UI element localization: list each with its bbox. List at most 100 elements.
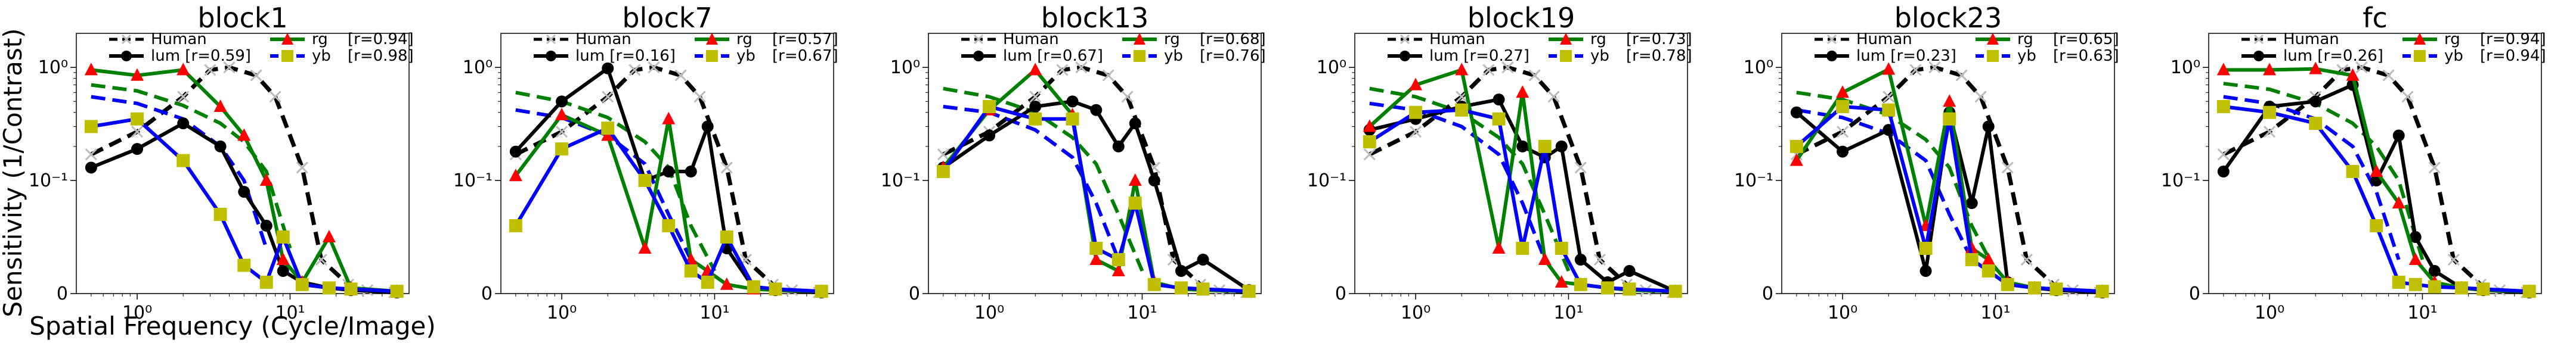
y-tick-label: 0 [909, 283, 920, 304]
yb-point [2049, 282, 2063, 296]
lum-point [2428, 265, 2441, 277]
yb-point [1789, 139, 1803, 153]
legend-yb-label: yb [2444, 47, 2463, 65]
human-point [85, 148, 97, 161]
lum-point [1623, 265, 1636, 277]
yb-point [1029, 112, 1042, 126]
legend-rg-marker [1560, 33, 1572, 45]
yb-point [1919, 242, 1933, 255]
yb-point [276, 230, 290, 244]
yb-point [1128, 197, 1142, 210]
x-tick-label: 10⁰ [1828, 303, 1857, 323]
rg-point [1555, 275, 1568, 288]
rg-point [662, 111, 676, 124]
chart-title: fc [2363, 2, 2388, 34]
yb-point [1538, 139, 1552, 153]
legend-yb-r: [r=0.94] [2480, 47, 2546, 65]
legend-rg-r: [r=0.94] [2480, 30, 2546, 48]
yb-point [84, 120, 98, 133]
y-tick-label: 10⁰ [1317, 57, 1346, 78]
yb-point [1492, 112, 1506, 126]
lum-point [602, 62, 614, 74]
x-tick-label: 10⁰ [2255, 303, 2284, 323]
lum-point [1493, 93, 1505, 106]
legend-lum-marker [121, 51, 132, 61]
human-point [223, 61, 236, 74]
human-point [602, 91, 614, 103]
yb-point [1409, 105, 1423, 119]
human-point [2382, 69, 2395, 82]
x-tick-label: 10⁰ [1401, 303, 1431, 323]
lum-point [685, 166, 697, 178]
rg-point [1089, 252, 1103, 266]
lum-point [556, 95, 568, 108]
human-point [2428, 161, 2441, 174]
y-tick-label: 10⁰ [2171, 57, 2200, 78]
yb-point [1174, 281, 1188, 295]
rg-point [509, 169, 522, 182]
legend-human-label: Human [1003, 30, 1059, 48]
legend-lum-marker [1400, 51, 1410, 61]
legend-rg-r: [r=0.68] [1200, 30, 1266, 48]
y-axis-label: Sensitivity (1/Contrast) [0, 28, 27, 317]
yb-fit-line [2223, 95, 2401, 260]
legend-human-label: Human [151, 30, 207, 48]
rg-point [1029, 63, 1042, 76]
x-axis-label: Spatial Frequency (Cycle/Image) [29, 311, 436, 341]
lum-point [1029, 101, 1042, 113]
yb-point [1196, 282, 1210, 296]
yb-point [2095, 285, 2109, 298]
yb-point [2309, 117, 2323, 130]
lum-point [131, 143, 144, 155]
plot-frame [500, 33, 834, 294]
yb-point [131, 112, 144, 126]
legend-human-label: Human [1856, 30, 1912, 48]
yb-fit-line [943, 105, 1120, 261]
human-point [2447, 253, 2460, 266]
legend-lum-label: lum [r=0.26] [2283, 47, 2383, 65]
yb-point [2408, 277, 2422, 291]
legend-yb-r: [r=0.98] [348, 47, 414, 65]
human-point [2001, 161, 2014, 174]
legend-rg-label: rg [1590, 30, 1606, 48]
yb-point [2522, 285, 2536, 298]
legend-rg-marker [1134, 33, 1145, 45]
lum-point [2392, 129, 2405, 142]
yb-point [1066, 112, 1079, 126]
human-point [1974, 91, 1987, 103]
yb-point [1516, 242, 1530, 255]
yb-point [555, 142, 569, 156]
yb-point [1147, 277, 1161, 291]
lum-point [983, 129, 996, 142]
yb-point [1242, 285, 1256, 298]
human-point [674, 69, 687, 82]
yb-point [2476, 282, 2490, 296]
lum-point [1574, 254, 1587, 266]
yb-point [390, 285, 404, 298]
yb-point [1089, 242, 1103, 255]
rg-point [720, 277, 733, 290]
lum-point [1175, 265, 1187, 277]
legend-yb-label: yb [1590, 47, 1609, 65]
yb-point [720, 230, 733, 244]
y-tick-label: 0 [481, 283, 493, 304]
legend-rg-marker [706, 33, 718, 45]
yb-point [2001, 277, 2014, 291]
yb-point [815, 285, 828, 298]
legend-lum-marker [546, 51, 556, 61]
human-point [1593, 253, 1606, 266]
rg-fit-line [2223, 82, 2425, 260]
human-point [204, 64, 216, 76]
yb-point [322, 281, 336, 295]
yb-point [259, 276, 273, 289]
legend-yb-r: [r=0.63] [2053, 47, 2119, 65]
yb-point [2346, 165, 2360, 179]
rg-fit-line [943, 86, 1144, 272]
rg-point [1538, 252, 1552, 266]
rg-point [555, 107, 569, 120]
lum-point [2309, 95, 2322, 108]
x-tick-label: 10¹ [2407, 303, 2437, 323]
human-point [1528, 69, 1541, 82]
